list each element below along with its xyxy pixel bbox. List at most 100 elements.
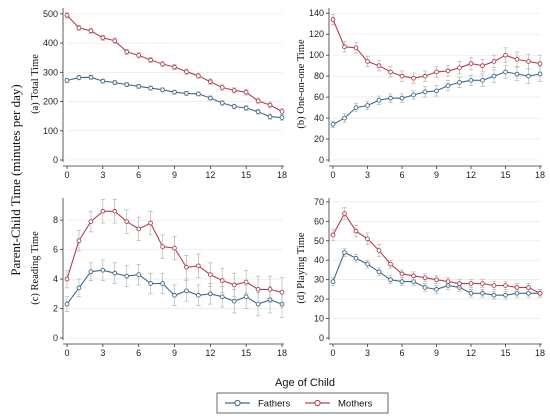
data-point: [526, 59, 531, 64]
x-tick-label: 6: [136, 348, 141, 358]
data-point: [124, 273, 130, 279]
data-point: [457, 65, 462, 71]
data-point: [88, 219, 94, 224]
legend-mothers-marker: [314, 399, 321, 407]
x-tick-label: 18: [277, 348, 287, 358]
data-point: [342, 44, 347, 50]
x-tick-label: 15: [241, 348, 251, 358]
y-tick-label: 6: [53, 245, 58, 255]
data-point: [503, 52, 508, 58]
data-point: [243, 279, 249, 285]
data-point: [136, 272, 142, 277]
data-point: [353, 228, 359, 234]
data-point: [399, 95, 405, 101]
data-point: [148, 57, 153, 63]
data-point: [160, 281, 165, 286]
data-point: [196, 263, 201, 269]
data-point: [514, 290, 520, 296]
data-point: [243, 105, 249, 111]
panel-2: 0 20 40 60 80 100 120 140 0 3 6 9 12 15 18 (b) One-on-o…: [296, 8, 545, 180]
data-point: [64, 276, 70, 282]
x-tick-label: 9: [434, 170, 439, 180]
data-point: [64, 301, 70, 307]
data-point: [64, 78, 70, 83]
x-tick-label: 3: [100, 170, 105, 180]
data-point: [434, 88, 439, 94]
y-tick-label: 0: [53, 155, 58, 165]
x-tick-label: 15: [241, 170, 251, 180]
panel-1: 0 100 200 300 400 500 0 3 6 9 12 15 18 (a) Total Time: [30, 8, 287, 180]
data-point: [196, 292, 201, 298]
x-tick-label: 0: [64, 348, 69, 358]
y-tick-label: 70: [314, 197, 324, 207]
data-point: [526, 290, 531, 296]
data-point: [184, 69, 189, 75]
data-point: [422, 89, 428, 95]
data-point: [219, 278, 225, 283]
data-point: [422, 285, 428, 290]
data-point: [76, 75, 82, 80]
y-tick-label: 40: [314, 113, 324, 123]
data-point: [503, 292, 508, 298]
data-point: [136, 226, 142, 232]
y-tick-label: 140: [309, 8, 324, 18]
data-point: [457, 281, 462, 286]
y-tick-label: 500: [43, 9, 58, 19]
data-point: [172, 245, 177, 251]
y-tick-label: 400: [43, 38, 58, 48]
panel-3: 0 2 4 6 8 0 3 6 9 12 15 18 (c) Reading Time: [30, 198, 287, 358]
series-line: [66, 76, 283, 119]
data-point: [491, 59, 497, 64]
data-point: [330, 122, 336, 127]
data-point: [330, 17, 336, 22]
series-fathers: [64, 259, 285, 318]
data-point: [219, 294, 225, 300]
data-point: [411, 279, 416, 284]
data-point: [172, 292, 177, 298]
y-tick-label: 100: [309, 50, 324, 60]
x-tick-label: 0: [330, 170, 335, 180]
data-point: [112, 80, 118, 85]
data-point: [376, 248, 382, 253]
data-point: [480, 77, 485, 83]
data-point: [124, 49, 130, 55]
data-point: [330, 232, 336, 238]
x-tick-label: 18: [277, 170, 287, 180]
x-tick-label: 9: [434, 348, 439, 358]
series-mothers: [64, 199, 285, 308]
data-point: [207, 95, 213, 101]
y-tick-label: 0: [53, 333, 58, 343]
data-point: [172, 89, 177, 95]
x-tick-label: 0: [330, 348, 335, 358]
data-point: [76, 285, 82, 291]
x-tick-label: 3: [100, 348, 105, 358]
data-point: [207, 291, 213, 297]
shared-x-axis-label: Age of Child: [275, 377, 335, 389]
x-tick-label: 12: [466, 348, 476, 358]
data-point: [255, 98, 261, 104]
x-tick-label: 9: [172, 170, 177, 180]
data-point: [148, 281, 153, 286]
data-point: [514, 285, 520, 290]
data-point: [422, 275, 428, 281]
legend-fathers-label: Fathers: [258, 399, 290, 410]
y-tick-label: 60: [314, 216, 324, 226]
data-point: [76, 25, 82, 31]
x-tick-label: 15: [500, 348, 510, 358]
panel-y-label: (a) Total Time: [30, 54, 41, 114]
data-point: [468, 77, 474, 83]
data-point: [365, 261, 370, 267]
y-tick-label: 30: [314, 275, 324, 285]
data-point: [207, 79, 213, 85]
x-tick-label: 3: [365, 170, 370, 180]
legend-mothers-label: Mothers: [338, 399, 373, 410]
y-tick-label: 120: [309, 29, 324, 39]
x-tick-label: 6: [399, 348, 404, 358]
data-point: [267, 114, 273, 120]
x-tick-label: 12: [466, 170, 476, 180]
data-point: [231, 104, 237, 109]
data-point: [480, 290, 485, 296]
data-point: [100, 208, 106, 214]
data-point: [491, 283, 497, 288]
